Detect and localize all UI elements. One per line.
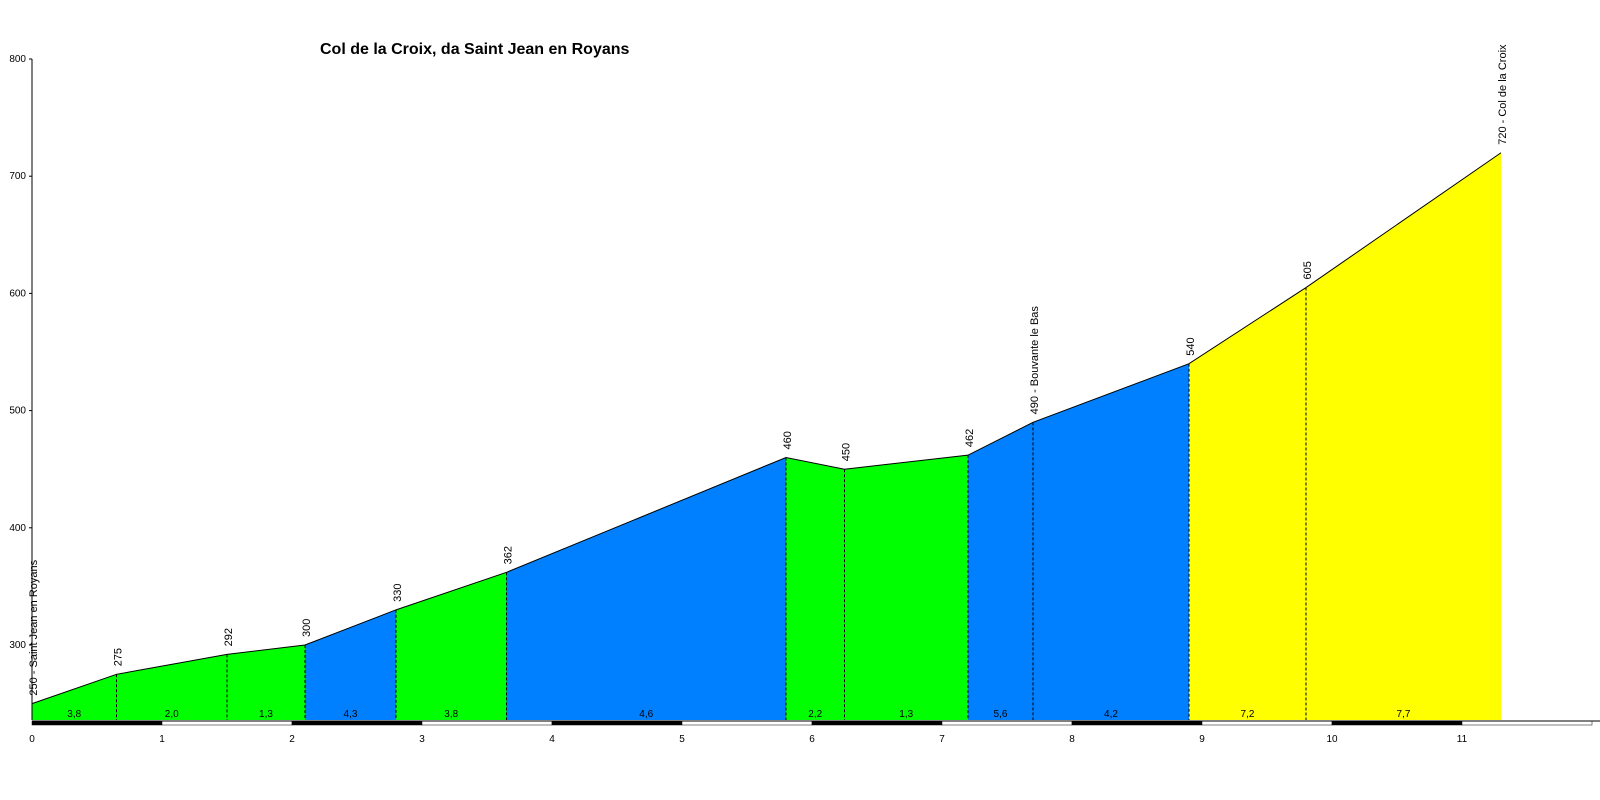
- distance-bar-block: [811, 720, 943, 726]
- elevation-point-label: 330: [392, 583, 404, 601]
- grade-label: 4,2: [1104, 709, 1118, 720]
- elevation-point-label: 292: [223, 628, 235, 646]
- x-tick-label: 11: [1457, 734, 1468, 745]
- elevation-point-label: 300: [301, 619, 313, 637]
- elevation-point-label: 450: [841, 443, 853, 461]
- y-tick-label: 500: [9, 406, 26, 417]
- grade-label: 5,6: [994, 709, 1008, 720]
- distance-bar-block: [1071, 720, 1203, 726]
- distance-bar-block: [1331, 720, 1463, 726]
- profile-segment-5: [396, 572, 507, 720]
- elevation-point-label: 250 - Saint Jean en Royans: [28, 559, 40, 695]
- y-tick-label: 400: [9, 523, 26, 534]
- y-axis-ticks: 300 400 500 600 700 800: [9, 54, 32, 651]
- segment-dividers: [116, 287, 1307, 720]
- y-tick-label: 700: [9, 171, 26, 182]
- profile-segment-10: [1033, 363, 1189, 720]
- grade-labels: 3,8 2,0 1,3 4,3 3,8 4,6 2,2 1,3 5,6 4,2 7,2 7,7: [67, 709, 1411, 720]
- y-tick-label: 800: [9, 54, 26, 65]
- x-tick-label: 6: [809, 734, 815, 745]
- grade-label: 1,3: [259, 709, 273, 720]
- distance-bar-block: [31, 720, 163, 726]
- y-tick-label: 300: [9, 640, 26, 651]
- x-tick-label: 3: [419, 734, 425, 745]
- grade-label: 3,8: [444, 709, 458, 720]
- elevation-point-label: 462: [964, 429, 976, 447]
- grade-label: 2,0: [165, 709, 179, 720]
- distance-bar-block: [421, 720, 553, 726]
- distance-scale-bar: [31, 720, 1593, 726]
- profile-segment-4: [305, 609, 396, 720]
- x-tick-label: 5: [679, 734, 685, 745]
- grade-label: 1,3: [899, 709, 913, 720]
- x-tick-label: 8: [1069, 734, 1075, 745]
- grade-label: 4,3: [344, 709, 358, 720]
- distance-bar-block: [941, 720, 1073, 726]
- x-tick-label: 7: [939, 734, 945, 745]
- point-labels: 250 - Saint Jean en Royans 275 292 300 330 36…: [28, 44, 1509, 696]
- profile-segment-3: [227, 645, 305, 720]
- profile-segment-1: [32, 674, 117, 720]
- elevation-point-label: 490 - Bouvante le Bas: [1029, 306, 1041, 415]
- grade-label: 7,2: [1241, 709, 1255, 720]
- grade-label: 2,2: [808, 709, 822, 720]
- x-tick-label: 4: [549, 734, 555, 745]
- chart-title: Col de la Croix, da Saint Jean en Royans: [320, 41, 630, 58]
- distance-bar-block: [551, 720, 683, 726]
- grade-label: 3,8: [67, 709, 81, 720]
- elevation-point-label: 605: [1302, 261, 1314, 279]
- profile-outline: [31, 152, 1502, 705]
- x-tick-label: 0: [29, 734, 35, 745]
- profile-segment-11: [1189, 287, 1306, 720]
- profile-segment-7: [786, 457, 845, 720]
- elevation-point-label: 362: [503, 546, 515, 564]
- elevation-point-label: 460: [782, 431, 794, 449]
- grade-label: 7,7: [1397, 709, 1411, 720]
- x-tick-label: 9: [1199, 734, 1205, 745]
- profile-segment-12: [1306, 152, 1501, 720]
- distance-bar-block: [681, 720, 813, 726]
- y-tick-label: 600: [9, 288, 26, 299]
- profile-segment-2: [116, 654, 227, 720]
- profile-line: [31, 152, 1502, 705]
- profile-segment-9: [968, 422, 1033, 720]
- elevation-point-label: 275: [113, 648, 125, 666]
- profile-segments: [32, 152, 1501, 720]
- elevation-point-label: 540: [1185, 337, 1197, 355]
- axes: [31, 59, 1600, 722]
- x-tick-label: 10: [1326, 734, 1338, 745]
- x-tick-label: 1: [159, 734, 165, 745]
- profile-segment-8: [844, 455, 968, 720]
- distance-bar-block: [1461, 720, 1593, 726]
- x-tick-label: 2: [289, 734, 295, 745]
- distance-bar-block: [291, 720, 423, 726]
- x-axis-ticks: 0 1 2 3 4 5 6 7 8 9 10 11: [29, 734, 1467, 745]
- grade-label: 4,6: [639, 709, 653, 720]
- distance-bar-block: [1201, 720, 1333, 726]
- elevation-point-label: 720 - Col de la Croix: [1497, 44, 1509, 145]
- distance-bar-block: [161, 720, 293, 726]
- profile-segment-6: [506, 457, 786, 720]
